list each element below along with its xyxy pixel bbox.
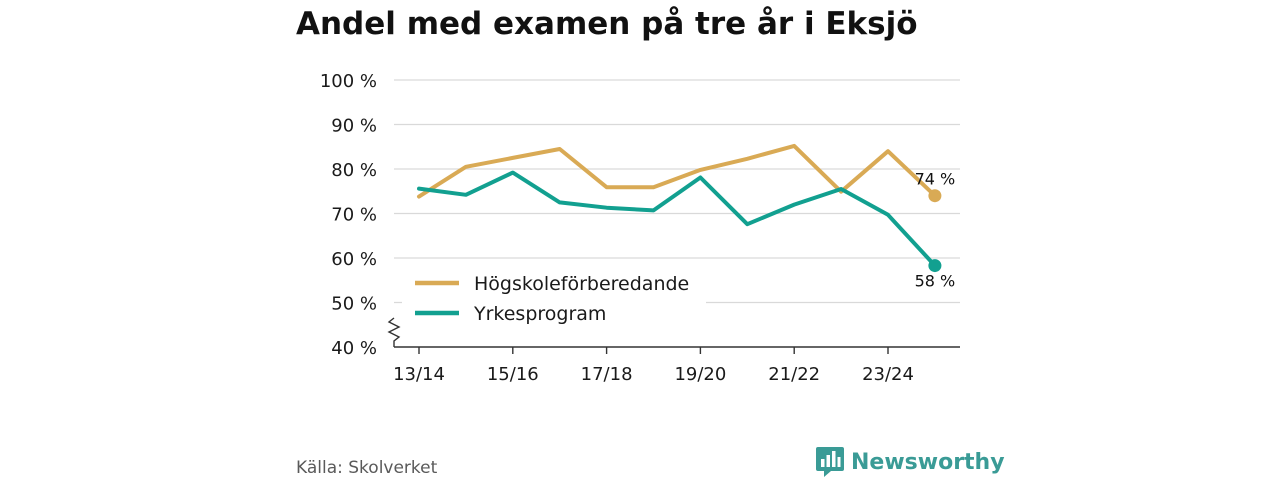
- line-chart: 40 % 50 % 60 % 70 % 80 % 90 % 100 % 13/14 15/16…: [320, 71, 960, 385]
- x-axis: 13/14 15/16 17/18 19/20 21/22 23/24: [387, 317, 960, 385]
- y-tick-label: 70 %: [331, 205, 377, 226]
- series-line-hogskoleforberedande: [417, 143, 937, 199]
- y-tick-label: 80 %: [331, 160, 377, 181]
- x-tick-label: 19/20: [674, 364, 726, 385]
- legend-label-hogskoleforberedande: Högskoleförberedande: [474, 273, 689, 295]
- y-tick-label: 50 %: [331, 294, 377, 315]
- series-line-yrkesprogram: [417, 170, 937, 268]
- source-label: Källa: Skolverket: [296, 458, 438, 478]
- chart-title: Andel med examen på tre år i Eksjö: [296, 6, 918, 42]
- brand-logo[interactable]: Newsworthy: [815, 446, 1005, 478]
- legend-label-yrkesprogram: Yrkesprogram: [473, 303, 606, 325]
- y-axis-ticks: 40 % 50 % 60 % 70 % 80 % 90 % 100 %: [320, 71, 377, 359]
- end-label-hogskoleforberedande: 74 %: [915, 170, 956, 189]
- brand-name: Newsworthy: [851, 449, 1005, 475]
- x-tick-label: 23/24: [862, 364, 914, 385]
- axis-break-icon: [387, 317, 401, 347]
- y-tick-label: 40 %: [331, 338, 377, 359]
- y-tick-label: 90 %: [331, 116, 377, 137]
- y-tick-label: 100 %: [320, 71, 377, 92]
- end-label-yrkesprogram: 58 %: [915, 272, 956, 291]
- legend: Högskoleförberedande Yrkesprogram: [402, 262, 706, 330]
- y-tick-label: 60 %: [331, 249, 377, 270]
- x-tick-label: 17/18: [581, 364, 633, 385]
- end-point-marker: [928, 189, 942, 203]
- legend-background: [402, 262, 706, 330]
- series-lines: [417, 143, 942, 273]
- x-tick-label: 15/16: [487, 364, 539, 385]
- end-labels: 74 % 58 %: [915, 170, 956, 291]
- x-tick-label: 21/22: [768, 364, 820, 385]
- end-point-marker: [928, 259, 942, 273]
- x-tick-label: 13/14: [393, 364, 445, 385]
- bar-chart-speech-bubble-icon: [816, 447, 844, 477]
